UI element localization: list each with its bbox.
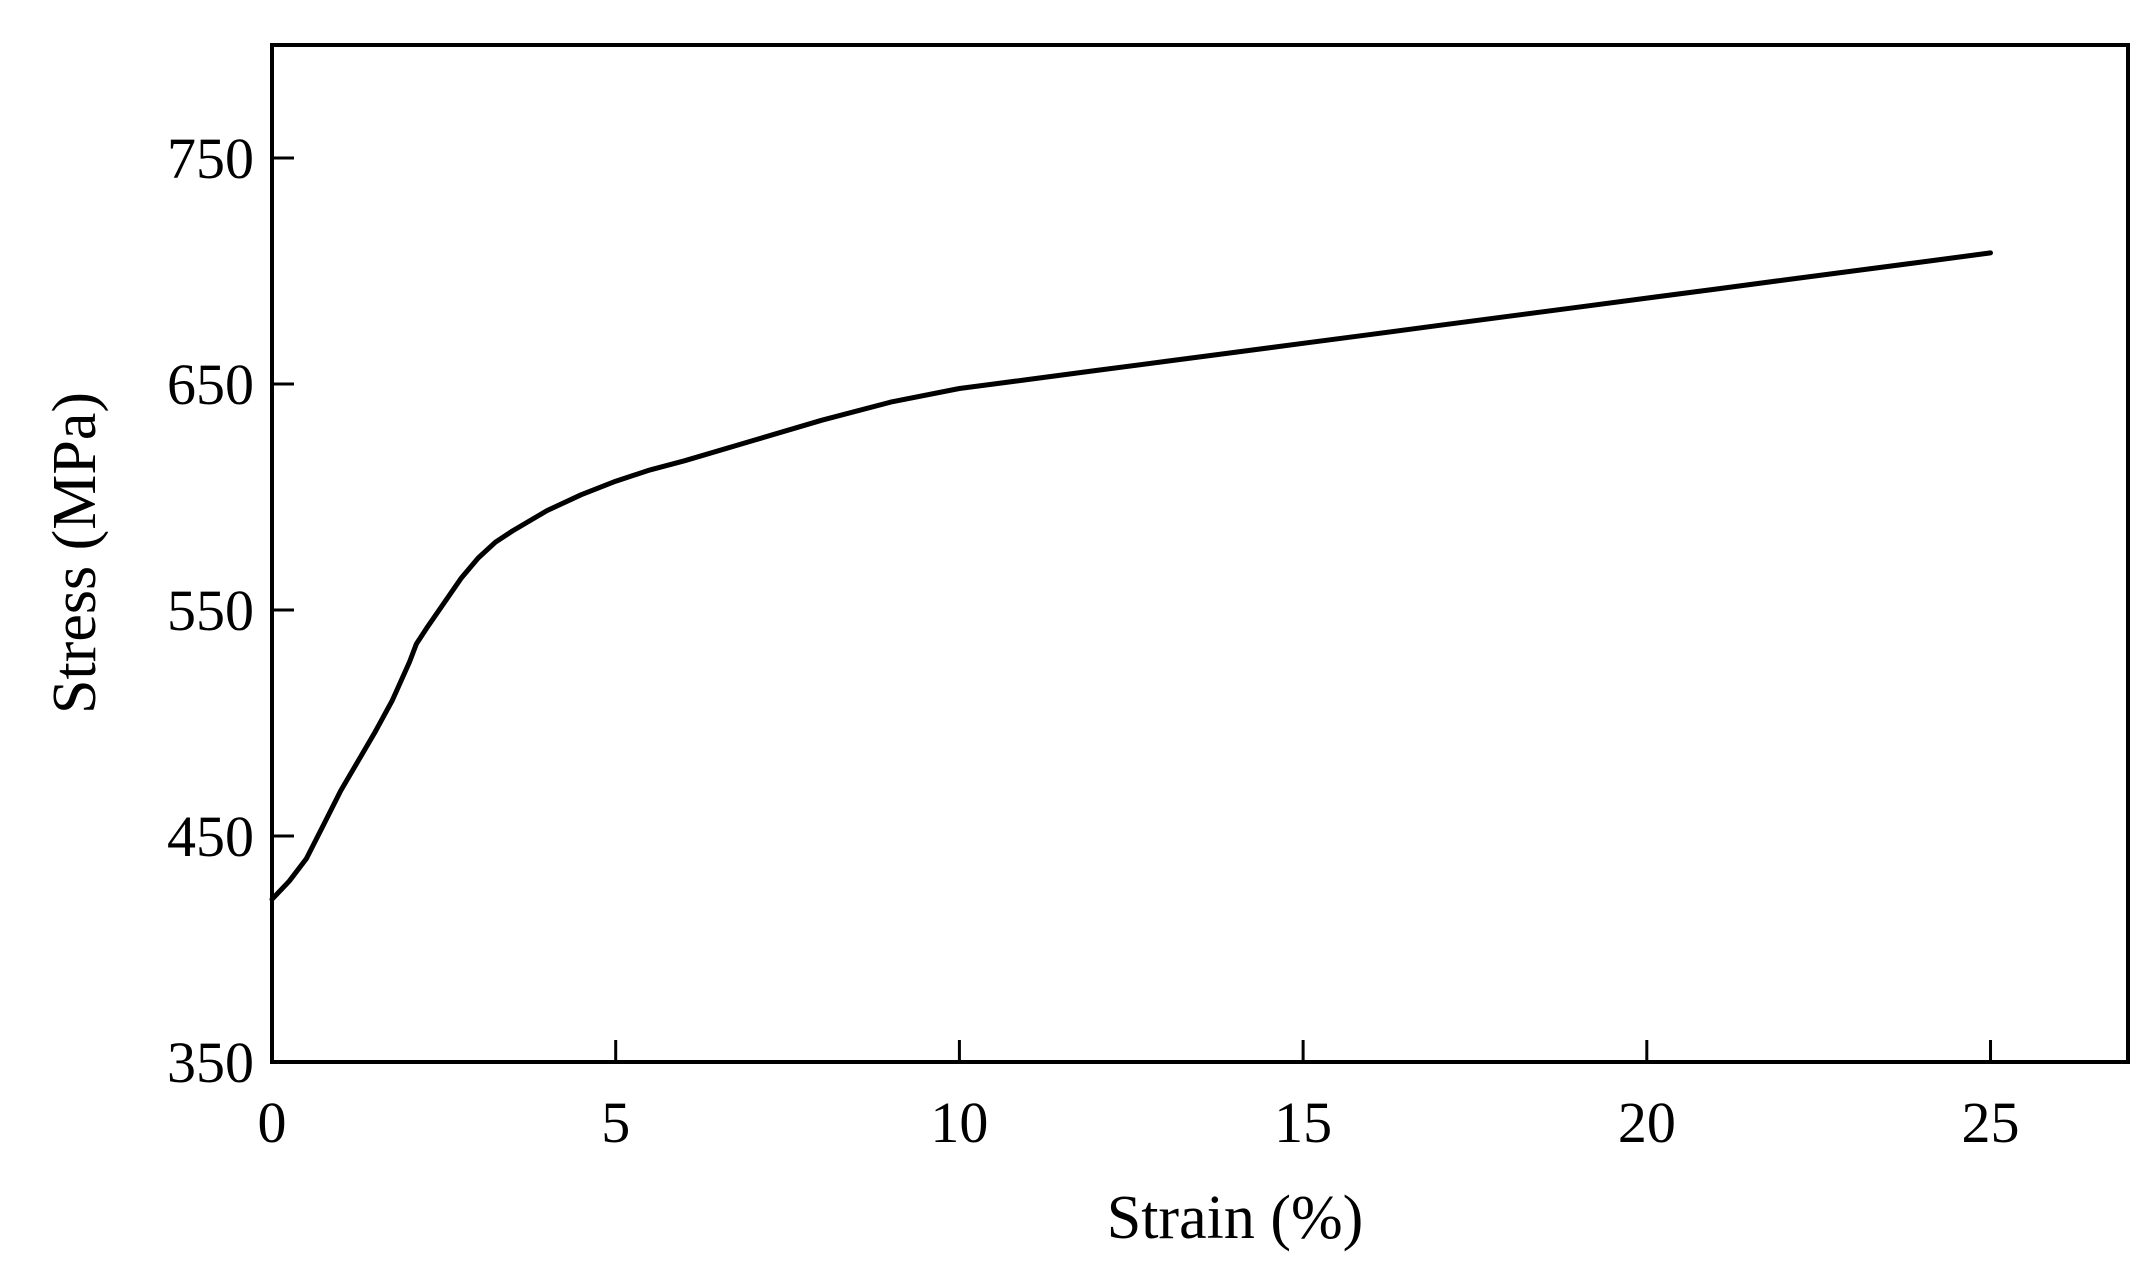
x-axis-label: Strain (%) (1107, 1184, 1364, 1252)
y-axis-ticks: 350 450 550 650 750 (167, 126, 294, 1095)
y-tick-label: 550 (167, 578, 254, 643)
y-tick-label: 650 (167, 352, 254, 417)
x-tick-label: 10 (930, 1090, 988, 1155)
x-tick-label: 20 (1618, 1090, 1676, 1155)
y-tick-label: 350 (167, 1030, 254, 1095)
x-tick-label: 25 (1962, 1090, 2020, 1155)
y-tick-label: 450 (167, 804, 254, 869)
y-tick-label: 750 (167, 126, 254, 191)
plot-frame (270, 43, 2130, 1064)
x-axis-ticks: 0 5 10 15 20 25 (258, 1040, 2020, 1155)
x-tick-label: 0 (258, 1090, 287, 1155)
stress-strain-curve (269, 250, 1993, 902)
y-axis-label: Stress (MPa) (41, 392, 109, 714)
x-tick-label: 5 (601, 1090, 630, 1155)
x-tick-label: 15 (1274, 1090, 1332, 1155)
